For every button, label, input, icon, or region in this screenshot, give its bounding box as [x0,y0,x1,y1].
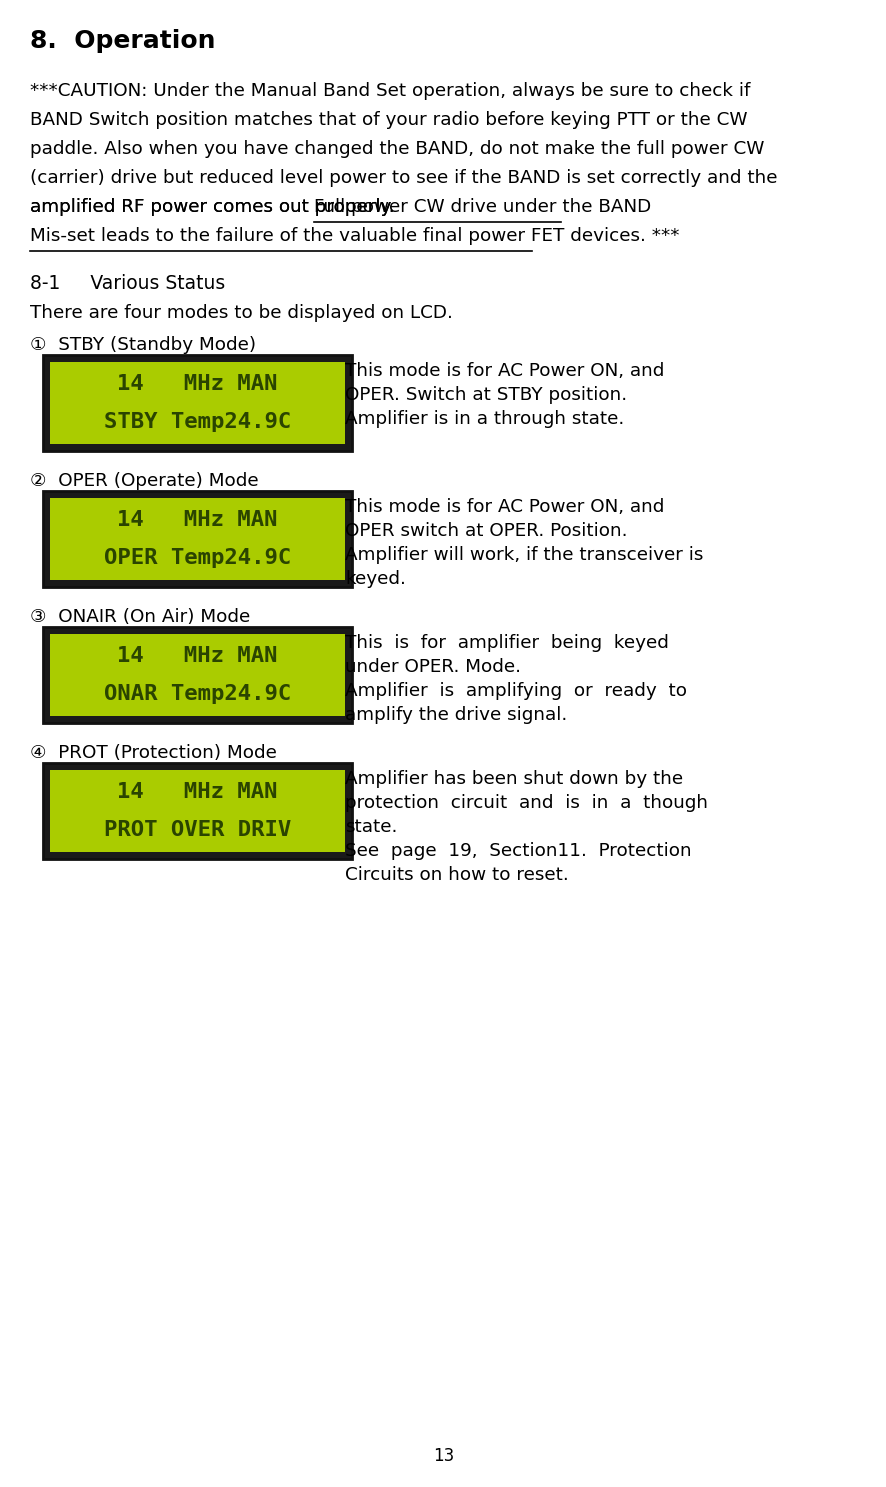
Text: Full power CW drive under the BAND: Full power CW drive under the BAND [314,198,650,216]
Text: Mis-set leads to the failure of the valuable final power FET devices. ***: Mis-set leads to the failure of the valu… [30,228,679,245]
FancyBboxPatch shape [43,491,352,587]
Text: ①  STBY (Standby Mode): ① STBY (Standby Mode) [30,336,256,354]
Text: ③  ONAIR (On Air) Mode: ③ ONAIR (On Air) Mode [30,608,250,626]
Text: 14   MHz MAN: 14 MHz MAN [117,510,277,531]
Text: Amplifier will work, if the transceiver is: Amplifier will work, if the transceiver … [345,546,703,564]
Text: Circuits on how to reset.: Circuits on how to reset. [345,865,568,883]
FancyBboxPatch shape [43,628,352,723]
Text: OPER Temp24.9C: OPER Temp24.9C [104,547,291,568]
Text: amplified RF power comes out properly.: amplified RF power comes out properly. [30,198,400,216]
Text: 14   MHz MAN: 14 MHz MAN [117,782,277,801]
Text: state.: state. [345,818,397,836]
Text: amplified RF power comes out properly.: amplified RF power comes out properly. [30,198,400,216]
Text: 14   MHz MAN: 14 MHz MAN [117,375,277,394]
Text: ***CAUTION: Under the Manual Band Set operation, always be sure to check if: ***CAUTION: Under the Manual Band Set op… [30,82,750,100]
Text: BAND Switch position matches that of your radio before keying PTT or the CW: BAND Switch position matches that of you… [30,112,747,129]
Text: OPER switch at OPER. Position.: OPER switch at OPER. Position. [345,522,626,540]
Text: keyed.: keyed. [345,570,406,587]
Text: Amplifier  is  amplifying  or  ready  to: Amplifier is amplifying or ready to [345,683,687,700]
FancyBboxPatch shape [50,498,345,580]
Text: PROT OVER DRIV: PROT OVER DRIV [104,819,291,840]
Text: STBY Temp24.9C: STBY Temp24.9C [104,412,291,431]
Text: ④  PROT (Protection) Mode: ④ PROT (Protection) Mode [30,744,276,761]
Text: 8.  Operation: 8. Operation [30,30,215,54]
Text: There are four modes to be displayed on LCD.: There are four modes to be displayed on … [30,303,453,323]
FancyBboxPatch shape [43,763,352,859]
FancyBboxPatch shape [43,355,352,451]
FancyBboxPatch shape [50,633,345,717]
Text: OPER. Switch at STBY position.: OPER. Switch at STBY position. [345,387,626,404]
Text: ②  OPER (Operate) Mode: ② OPER (Operate) Mode [30,471,259,491]
Text: Amplifier has been shut down by the: Amplifier has been shut down by the [345,770,682,788]
Text: 8-1     Various Status: 8-1 Various Status [30,274,225,293]
Text: Amplifier is in a through state.: Amplifier is in a through state. [345,410,624,428]
Text: This mode is for AC Power ON, and: This mode is for AC Power ON, and [345,498,664,516]
Text: (carrier) drive but reduced level power to see if the BAND is set correctly and : (carrier) drive but reduced level power … [30,170,777,187]
Text: See  page  19,  Section11.  Protection: See page 19, Section11. Protection [345,842,691,859]
Text: paddle. Also when you have changed the BAND, do not make the full power CW: paddle. Also when you have changed the B… [30,140,764,158]
FancyBboxPatch shape [50,361,345,445]
Text: 14   MHz MAN: 14 MHz MAN [117,647,277,666]
Text: 13: 13 [432,1447,454,1465]
Text: This mode is for AC Power ON, and: This mode is for AC Power ON, and [345,361,664,381]
Text: ONAR Temp24.9C: ONAR Temp24.9C [104,684,291,703]
Text: under OPER. Mode.: under OPER. Mode. [345,659,520,677]
FancyBboxPatch shape [50,770,345,852]
Text: amplify the drive signal.: amplify the drive signal. [345,706,567,724]
Text: This  is  for  amplifier  being  keyed: This is for amplifier being keyed [345,633,668,651]
Text: protection  circuit  and  is  in  a  though: protection circuit and is in a though [345,794,707,812]
